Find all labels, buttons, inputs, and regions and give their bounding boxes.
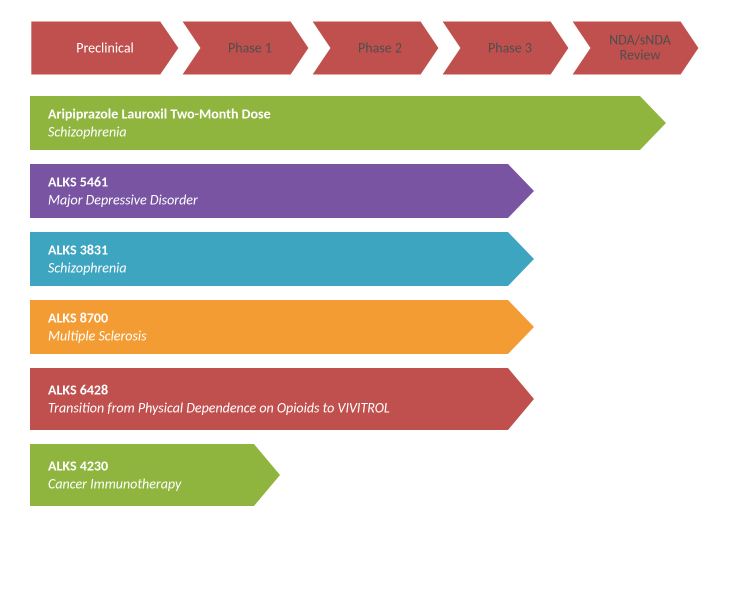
pipeline-title: Aripiprazole Lauroxil Two-Month Dose xyxy=(48,106,271,124)
pipeline-indication: Schizophrenia xyxy=(48,123,271,141)
phase-chevron-2: Phase 2 xyxy=(310,20,440,76)
pipeline-indication: Schizophrenia xyxy=(48,259,127,277)
phase-label: Phase 1 xyxy=(180,40,310,55)
pipeline-rows: Aripiprazole Lauroxil Two-Month DoseSchi… xyxy=(30,96,700,506)
pipeline-title: ALKS 5461 xyxy=(48,174,198,192)
pipeline-row: ALKS 4230Cancer Immunotherapy xyxy=(30,444,700,506)
pipeline-title: ALKS 4230 xyxy=(48,458,181,476)
pipeline-row: ALKS 5461Major Depressive Disorder xyxy=(30,164,700,218)
phase-chevron-0: Preclinical xyxy=(30,20,180,76)
pipeline-indication: Multiple Sclerosis xyxy=(48,327,147,345)
pipeline-indication: Major Depressive Disorder xyxy=(48,191,198,209)
phase-label: Phase 3 xyxy=(440,40,570,55)
phase-label: NDA/sNDAReview xyxy=(570,33,700,64)
pipeline-indication: Cancer Immunotherapy xyxy=(48,475,181,493)
phase-chevron-3: Phase 3 xyxy=(440,20,570,76)
pipeline-row: ALKS 8700Multiple Sclerosis xyxy=(30,300,700,354)
phase-header-row: PreclinicalPhase 1Phase 2Phase 3NDA/sNDA… xyxy=(30,20,700,76)
pipeline-title: ALKS 6428 xyxy=(48,382,390,400)
pipeline-indication: Transition from Physical Dependence on O… xyxy=(48,399,390,417)
phase-label: Preclinical xyxy=(30,40,180,55)
pipeline-row: ALKS 6428Transition from Physical Depend… xyxy=(30,368,700,430)
phase-chevron-4: NDA/sNDAReview xyxy=(570,20,700,76)
pipeline-row: Aripiprazole Lauroxil Two-Month DoseSchi… xyxy=(30,96,700,150)
pipeline-title: ALKS 3831 xyxy=(48,242,127,260)
pipeline-row: ALKS 3831Schizophrenia xyxy=(30,232,700,286)
pipeline-title: ALKS 8700 xyxy=(48,310,147,328)
phase-chevron-1: Phase 1 xyxy=(180,20,310,76)
phase-label: Phase 2 xyxy=(310,40,440,55)
